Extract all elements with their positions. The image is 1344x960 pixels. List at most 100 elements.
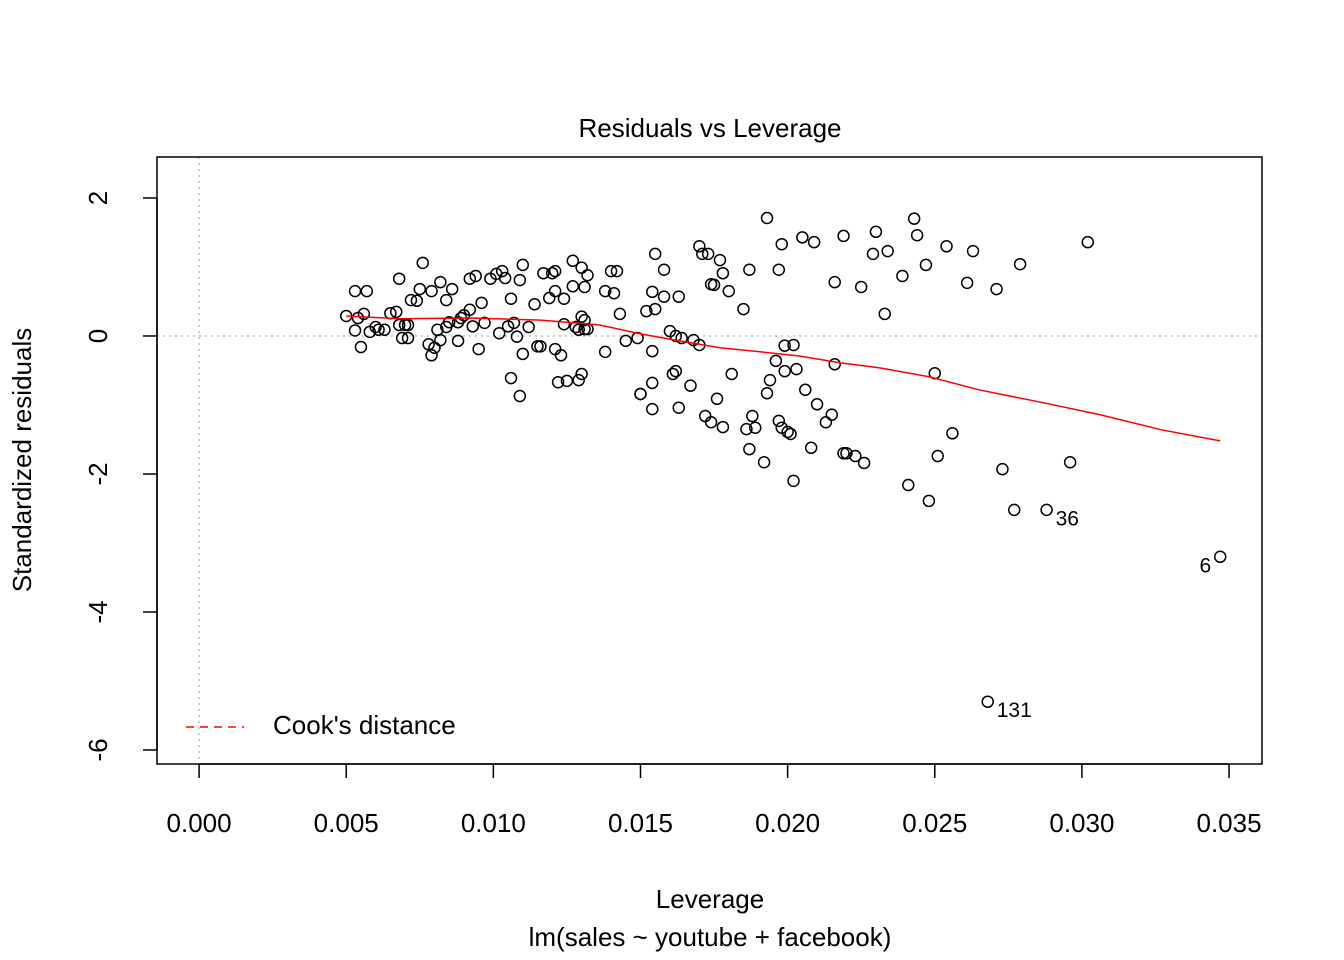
point: [354, 340, 368, 354]
point: [1063, 456, 1077, 469]
point: [348, 284, 362, 298]
point: [404, 293, 418, 307]
point: [378, 323, 391, 337]
point: [866, 247, 880, 261]
point: [684, 379, 697, 392]
point: [392, 272, 406, 285]
point: [787, 474, 800, 488]
point: [996, 462, 1009, 476]
point: [737, 302, 750, 316]
point: [772, 263, 786, 276]
point: [704, 415, 718, 429]
point: [440, 293, 453, 307]
point: [516, 258, 530, 272]
point: [910, 228, 924, 242]
point: [707, 278, 721, 292]
point: [581, 269, 594, 282]
point: [666, 367, 680, 381]
point: [804, 441, 818, 455]
point: [716, 266, 730, 280]
point: [613, 307, 627, 321]
point: [504, 371, 518, 385]
point: [598, 284, 612, 298]
point: [548, 284, 562, 298]
point: [849, 449, 862, 463]
x-tick-label: 0.025: [902, 808, 967, 838]
point: [675, 331, 688, 345]
point: [781, 425, 794, 439]
point: [557, 318, 571, 331]
point: [931, 449, 944, 463]
point: [389, 305, 403, 319]
point: [646, 402, 659, 416]
point: [434, 333, 447, 347]
point: [710, 392, 724, 406]
point: [749, 421, 762, 435]
point: [725, 367, 738, 381]
point: [778, 364, 791, 378]
point: [713, 253, 727, 267]
point: [869, 225, 883, 239]
point: [698, 409, 712, 423]
point: [881, 244, 894, 258]
point: [775, 237, 788, 251]
point: [425, 284, 438, 298]
point: [1007, 503, 1021, 517]
point: [513, 273, 527, 287]
point: [557, 292, 571, 305]
point: [566, 280, 580, 293]
point: [442, 315, 456, 329]
point: [548, 264, 562, 278]
point: [634, 387, 647, 401]
point: [395, 331, 409, 345]
point: [1213, 550, 1227, 564]
point: [746, 409, 759, 423]
y-tick-label: 2: [83, 191, 113, 205]
point: [604, 264, 618, 278]
point: [513, 389, 527, 403]
point: [445, 282, 459, 296]
point: [575, 310, 588, 323]
point: [410, 294, 424, 308]
point: [1040, 503, 1053, 517]
point: [799, 383, 812, 397]
point: [669, 329, 683, 343]
y-tick-label: -4: [83, 600, 113, 623]
point: [669, 364, 683, 378]
x-tick-label: 0.005: [314, 808, 379, 838]
point: [607, 286, 621, 300]
point: [543, 291, 556, 305]
point: [646, 376, 659, 390]
point: [990, 282, 1003, 296]
point: [401, 331, 415, 345]
point: [716, 420, 730, 434]
x-tick-label: 0.000: [167, 808, 232, 838]
point: [610, 264, 624, 278]
point: [545, 266, 559, 280]
point: [760, 387, 774, 400]
x-tick-label: 0.010: [461, 808, 526, 838]
point: [757, 456, 771, 469]
point: [672, 401, 685, 414]
point: [807, 235, 821, 249]
point: [348, 324, 362, 337]
point: [401, 318, 415, 332]
point: [466, 320, 480, 333]
smooth-line: [346, 315, 1221, 442]
point: [784, 427, 797, 441]
point: [907, 212, 921, 225]
point: [693, 240, 706, 253]
point: [510, 330, 524, 343]
point: [772, 414, 786, 428]
point: [828, 358, 841, 371]
point: [787, 338, 800, 352]
x-tick-label: 0.035: [1197, 808, 1262, 838]
subtitle: lm(sales ~ youtube + facebook): [529, 922, 892, 952]
y-tick-label: 0: [83, 329, 113, 343]
point: [657, 290, 671, 303]
point: [522, 320, 535, 334]
point: [572, 373, 585, 387]
point: [896, 269, 909, 283]
point: [919, 258, 933, 272]
point: [492, 326, 506, 340]
